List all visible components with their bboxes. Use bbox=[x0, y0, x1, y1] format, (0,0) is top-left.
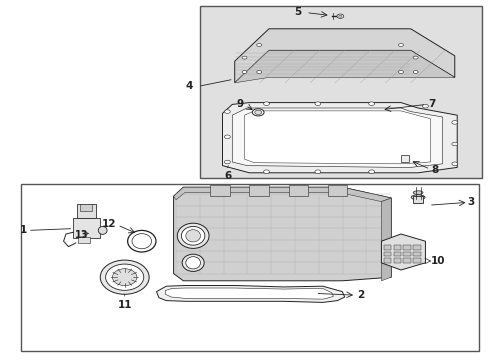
Bar bbox=[199, 6, 481, 178]
Bar bbox=[403, 252, 410, 256]
Polygon shape bbox=[156, 285, 344, 302]
Polygon shape bbox=[232, 108, 442, 167]
Ellipse shape bbox=[185, 230, 200, 242]
Ellipse shape bbox=[412, 71, 417, 73]
Bar bbox=[412, 258, 420, 263]
Text: 10: 10 bbox=[430, 256, 445, 266]
Polygon shape bbox=[234, 29, 454, 83]
Ellipse shape bbox=[181, 226, 204, 245]
Ellipse shape bbox=[336, 14, 343, 18]
Ellipse shape bbox=[398, 71, 403, 73]
Ellipse shape bbox=[132, 234, 151, 249]
Bar bbox=[77, 204, 96, 218]
Bar bbox=[393, 252, 400, 256]
Ellipse shape bbox=[368, 170, 374, 174]
Bar bbox=[412, 252, 420, 256]
Ellipse shape bbox=[314, 102, 320, 105]
Bar bbox=[393, 258, 400, 263]
Text: 8: 8 bbox=[430, 165, 438, 175]
Bar bbox=[78, 237, 90, 243]
Polygon shape bbox=[173, 187, 390, 281]
Text: 6: 6 bbox=[224, 171, 231, 181]
Polygon shape bbox=[173, 187, 390, 202]
Polygon shape bbox=[165, 288, 333, 299]
Ellipse shape bbox=[182, 254, 204, 271]
Ellipse shape bbox=[338, 15, 342, 17]
Bar bbox=[400, 155, 408, 162]
Polygon shape bbox=[244, 111, 429, 164]
Bar bbox=[80, 204, 92, 211]
Text: 9: 9 bbox=[236, 99, 243, 109]
Bar bbox=[210, 185, 229, 196]
Ellipse shape bbox=[398, 44, 403, 46]
Ellipse shape bbox=[127, 230, 156, 252]
Text: 12: 12 bbox=[102, 219, 116, 229]
Bar bbox=[383, 258, 390, 263]
Ellipse shape bbox=[112, 269, 137, 286]
Polygon shape bbox=[381, 198, 390, 281]
Text: 1: 1 bbox=[20, 225, 27, 235]
Polygon shape bbox=[234, 50, 454, 83]
Ellipse shape bbox=[256, 71, 261, 73]
Ellipse shape bbox=[412, 56, 417, 59]
Text: 5: 5 bbox=[293, 6, 301, 17]
Bar bbox=[412, 245, 420, 250]
Ellipse shape bbox=[263, 170, 269, 174]
Ellipse shape bbox=[412, 191, 422, 194]
Bar bbox=[20, 184, 478, 351]
Bar bbox=[403, 258, 410, 263]
Ellipse shape bbox=[368, 102, 374, 105]
Ellipse shape bbox=[177, 223, 208, 248]
Bar bbox=[73, 218, 100, 238]
Ellipse shape bbox=[98, 226, 107, 234]
Bar bbox=[383, 245, 390, 250]
Ellipse shape bbox=[100, 260, 149, 294]
Ellipse shape bbox=[252, 109, 264, 116]
Text: 11: 11 bbox=[117, 300, 132, 310]
Ellipse shape bbox=[224, 160, 230, 164]
Bar bbox=[327, 185, 346, 196]
Ellipse shape bbox=[254, 110, 261, 114]
Bar bbox=[383, 252, 390, 256]
Ellipse shape bbox=[263, 102, 269, 105]
Ellipse shape bbox=[105, 264, 143, 290]
Ellipse shape bbox=[224, 110, 230, 113]
Ellipse shape bbox=[242, 56, 246, 59]
Polygon shape bbox=[222, 103, 456, 173]
Ellipse shape bbox=[451, 121, 457, 124]
Ellipse shape bbox=[224, 135, 230, 139]
Ellipse shape bbox=[451, 142, 457, 146]
Ellipse shape bbox=[410, 195, 424, 200]
Ellipse shape bbox=[422, 104, 427, 108]
Text: 13: 13 bbox=[75, 230, 89, 240]
Ellipse shape bbox=[256, 44, 261, 46]
Bar bbox=[412, 196, 422, 203]
Bar bbox=[393, 245, 400, 250]
Bar bbox=[403, 245, 410, 250]
Ellipse shape bbox=[242, 71, 246, 73]
Text: 2: 2 bbox=[356, 290, 364, 300]
Ellipse shape bbox=[185, 257, 200, 269]
Polygon shape bbox=[381, 234, 425, 270]
Bar bbox=[288, 185, 307, 196]
Ellipse shape bbox=[314, 170, 320, 174]
Text: 7: 7 bbox=[427, 99, 434, 109]
Text: 3: 3 bbox=[466, 197, 473, 207]
Text: 4: 4 bbox=[185, 81, 193, 91]
Bar bbox=[249, 185, 268, 196]
Ellipse shape bbox=[451, 162, 457, 166]
